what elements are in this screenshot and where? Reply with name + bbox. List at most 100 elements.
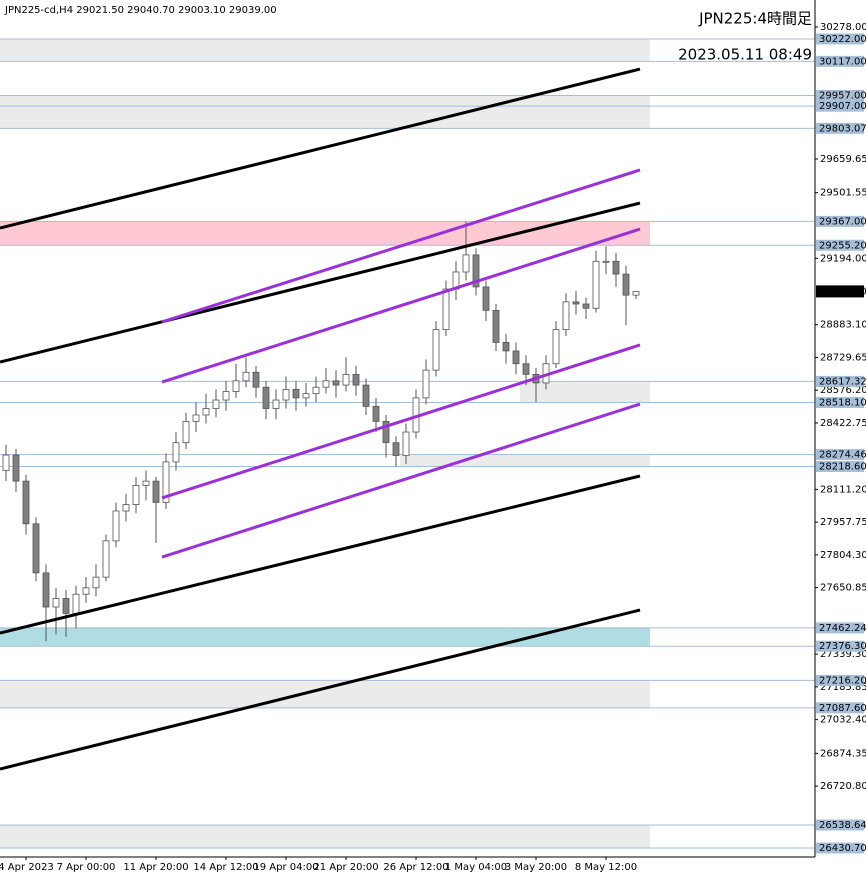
candle-body	[332, 380, 340, 386]
candle-body	[92, 576, 100, 589]
trend-line	[161, 227, 641, 384]
level-label: 28218.60	[819, 461, 866, 472]
x-tick-label: 3 May 20:00	[505, 862, 567, 873]
y-tick-label: 27650.85	[820, 583, 866, 594]
candle-body	[512, 350, 520, 365]
candle-body	[172, 442, 180, 463]
y-tick-label: 28422.75	[820, 418, 866, 429]
candle-body	[22, 480, 30, 525]
y-tick-label: 29659.65	[820, 154, 866, 165]
x-tick-label: 4 Apr 2023	[0, 862, 54, 873]
candle-body	[592, 260, 600, 309]
candle-body	[182, 420, 190, 444]
candle-body	[132, 484, 140, 505]
annotation: JPN225:4時間足	[698, 10, 812, 28]
zone	[520, 381, 650, 403]
x-tick-label: 14 Apr 12:00	[193, 862, 258, 873]
candle-body	[302, 393, 310, 399]
candle-body	[52, 598, 60, 608]
candle-body	[2, 454, 10, 471]
level-label-bg	[816, 375, 864, 387]
level-label: 27462.24	[819, 623, 866, 634]
zone	[0, 824, 650, 849]
trend-line	[0, 67, 641, 230]
zone	[0, 627, 650, 647]
trend-line	[161, 343, 641, 500]
candle-body	[212, 399, 220, 409]
trend-line	[161, 168, 641, 324]
candle-body	[502, 342, 510, 352]
candle-body	[382, 420, 390, 444]
y-tick-label: 27339.30	[820, 649, 866, 660]
candle-body	[322, 380, 330, 388]
level-label: 30222.00	[819, 34, 866, 45]
candle-body	[12, 454, 20, 482]
y-tick-label: 28883.10	[820, 320, 866, 331]
x-tick-label: 8 May 12:00	[575, 862, 637, 873]
current-price-label: 29039.00	[819, 286, 866, 297]
candle-body	[82, 587, 90, 595]
candle-body	[122, 504, 130, 512]
level-label-bg	[816, 702, 864, 714]
candle-body	[582, 303, 590, 309]
annotation: 2023.05.11 08:49	[678, 46, 812, 64]
candle-body	[142, 480, 150, 486]
candle-body	[42, 572, 50, 608]
y-tick-label: 28576.20	[820, 385, 866, 396]
y-tick-label: 27957.75	[820, 517, 866, 528]
candle-body	[112, 510, 120, 542]
level-label: 28274.46	[819, 450, 866, 461]
y-tick-label: 29194.00	[820, 253, 866, 264]
x-tick-label: 26 Apr 12:00	[383, 862, 448, 873]
y-tick-label: 26720.80	[820, 781, 866, 792]
level-label-bg	[816, 460, 864, 472]
level-label-bg	[816, 122, 864, 134]
trend-line	[161, 402, 641, 559]
candle-body	[552, 329, 560, 365]
candle-body	[152, 480, 160, 503]
level-label: 29907.00	[819, 101, 866, 112]
x-tick-label: 1 May 04:00	[445, 862, 507, 873]
y-tick-label: 27032.40	[820, 715, 866, 726]
zone	[400, 454, 650, 467]
candle-body	[612, 260, 620, 275]
level-label: 26538.64	[819, 820, 866, 831]
candle-body	[622, 273, 630, 296]
candle-body	[492, 309, 500, 343]
level-label: 28617.32	[819, 376, 866, 387]
candle-body	[572, 301, 580, 305]
zone	[0, 221, 650, 246]
candle-body	[102, 540, 110, 578]
candle-body	[562, 301, 570, 330]
x-tick-label: 7 Apr 00:00	[57, 862, 116, 873]
candle-body	[602, 260, 610, 263]
y-tick-label: 27804.30	[820, 550, 866, 561]
candle-body	[462, 254, 470, 273]
candle-body	[262, 386, 270, 409]
level-label: 30117.00	[819, 56, 866, 67]
level-label: 29957.00	[819, 90, 866, 101]
y-tick-label: 27185.85	[820, 682, 866, 693]
level-label: 27376.30	[819, 641, 866, 652]
level-label-bg	[816, 397, 864, 409]
candle-body	[472, 254, 480, 288]
candle-body	[192, 414, 200, 422]
level-label-bg	[816, 89, 864, 101]
level-label-bg	[816, 819, 864, 831]
level-label: 29367.00	[819, 216, 866, 227]
candle-body	[272, 399, 280, 409]
y-tick-label: 30278.00	[820, 22, 866, 33]
level-label-bg	[816, 449, 864, 461]
candle-body	[62, 598, 70, 614]
level-label-bg	[816, 215, 864, 227]
candle-body	[632, 291, 640, 296]
level-label-bg	[816, 622, 864, 634]
trend-line	[0, 474, 641, 635]
candle-body	[342, 374, 350, 386]
candle-body	[372, 406, 380, 422]
trend-line	[0, 201, 641, 364]
candle-body	[252, 371, 260, 388]
level-label-bg	[816, 640, 864, 652]
candle-body	[162, 461, 170, 503]
